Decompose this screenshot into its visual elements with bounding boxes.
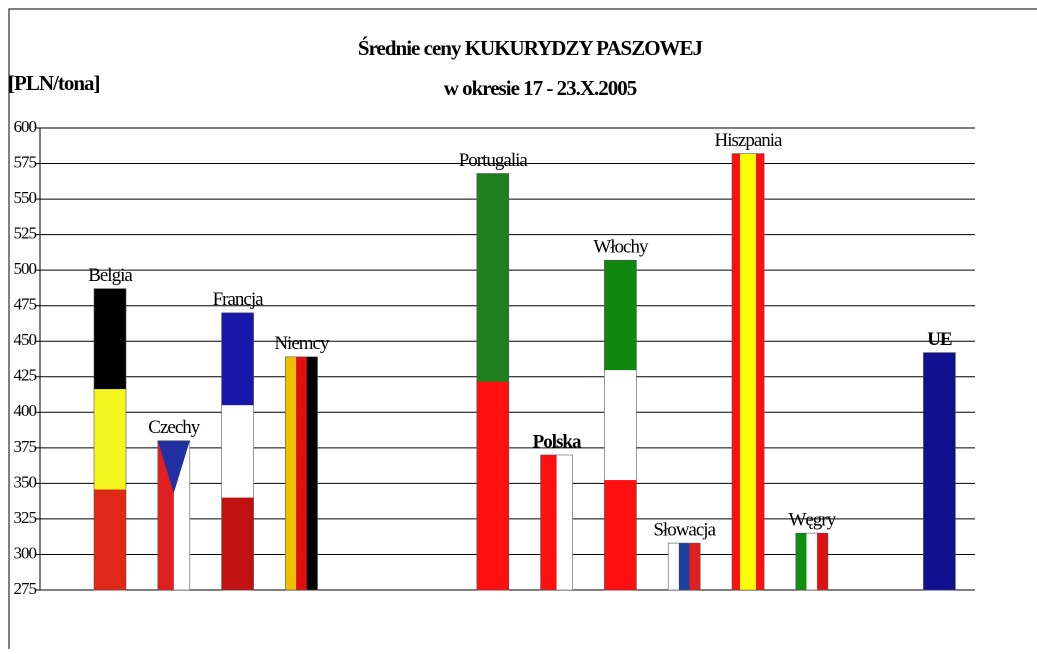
flag-stripe bbox=[756, 153, 765, 590]
category-label: Belgia bbox=[88, 265, 133, 286]
y-tick-label: 475 bbox=[14, 295, 37, 314]
bar bbox=[731, 153, 765, 591]
bar-outline bbox=[604, 259, 637, 591]
bar-outline bbox=[731, 153, 765, 591]
flag-stripe bbox=[604, 260, 637, 371]
y-tick-label: 575 bbox=[14, 152, 37, 171]
flag-stripe bbox=[678, 543, 690, 590]
flag-stripe bbox=[923, 352, 956, 591]
bar-outline bbox=[923, 352, 956, 591]
bar bbox=[221, 312, 254, 591]
flag-stripe bbox=[476, 173, 509, 383]
category-label: Portugalia bbox=[459, 150, 529, 171]
flag-stripe bbox=[221, 497, 254, 591]
flag-stripe bbox=[476, 381, 509, 591]
bar-outline bbox=[93, 288, 127, 591]
y-tick-label: 525 bbox=[14, 224, 37, 243]
category-label: Niemcy bbox=[274, 333, 330, 354]
category-label: Czechy bbox=[148, 417, 200, 438]
flag-stripe bbox=[94, 389, 126, 491]
category-label: Węgry bbox=[788, 509, 836, 530]
frame bbox=[8, 8, 1037, 654]
bar-outline bbox=[540, 454, 573, 591]
bar-outline bbox=[221, 312, 254, 591]
bar-outline bbox=[795, 532, 829, 591]
bar bbox=[923, 352, 956, 591]
y-tick-label: 375 bbox=[14, 437, 37, 456]
category-label: Hiszpania bbox=[715, 130, 784, 151]
flag-stripe bbox=[94, 489, 126, 591]
flag-stripe bbox=[748, 153, 757, 590]
y-tick-label: 300 bbox=[14, 543, 37, 562]
flag-stripe bbox=[740, 153, 749, 590]
bar bbox=[285, 356, 318, 591]
y-tick-label: 600 bbox=[14, 117, 37, 136]
flag-stripe bbox=[285, 356, 297, 590]
flag-stripe bbox=[689, 543, 701, 590]
flag-stripe bbox=[540, 454, 557, 590]
y-tick-label: 425 bbox=[14, 366, 37, 385]
flag-stripe bbox=[604, 480, 637, 591]
category-label: Polska bbox=[533, 431, 582, 452]
y-tick-label: 275 bbox=[14, 579, 37, 598]
flag-triangle bbox=[157, 440, 190, 493]
flag-stripe bbox=[296, 356, 308, 590]
bar bbox=[667, 542, 701, 591]
chart-subtitle: w okresie 17 - 23.X.2005 bbox=[444, 76, 637, 100]
bar bbox=[795, 532, 829, 591]
flag-stripe bbox=[732, 153, 741, 590]
flag-stripe bbox=[604, 370, 637, 481]
bar-outline bbox=[667, 542, 701, 591]
flag-stripe bbox=[221, 312, 254, 406]
flag-stripe bbox=[221, 405, 254, 499]
flag-stripe bbox=[306, 356, 318, 590]
y-tick-label: 400 bbox=[14, 401, 37, 420]
category-label: Francja bbox=[213, 289, 265, 310]
bar bbox=[93, 288, 127, 591]
bar-outline bbox=[476, 173, 510, 591]
y-tick-label: 550 bbox=[14, 188, 37, 207]
bar-outline bbox=[285, 356, 318, 591]
flag-stripe bbox=[795, 533, 807, 590]
flag-stripe bbox=[817, 533, 829, 590]
bar-outline bbox=[157, 440, 191, 591]
y-tick-label: 350 bbox=[14, 472, 37, 491]
category-label: Włochy bbox=[593, 237, 649, 258]
flag-stripe bbox=[668, 543, 680, 590]
category-label: UE bbox=[927, 329, 952, 350]
bar bbox=[540, 454, 573, 591]
chart-title: Średnie ceny KUKURYDZY PASZOWEJ bbox=[358, 36, 703, 60]
bar bbox=[157, 440, 191, 591]
flag-stripe bbox=[556, 454, 573, 590]
y-tick-label: 325 bbox=[14, 508, 37, 527]
y-axis-label: [PLN/tona] bbox=[8, 71, 100, 95]
category-label: Słowacja bbox=[653, 519, 716, 540]
y-tick-label: 450 bbox=[14, 330, 37, 349]
bar bbox=[476, 173, 510, 591]
flag-stripe bbox=[806, 533, 818, 590]
bar bbox=[604, 259, 637, 591]
y-tick-label: 500 bbox=[14, 259, 37, 278]
flag-stripe bbox=[94, 288, 126, 390]
